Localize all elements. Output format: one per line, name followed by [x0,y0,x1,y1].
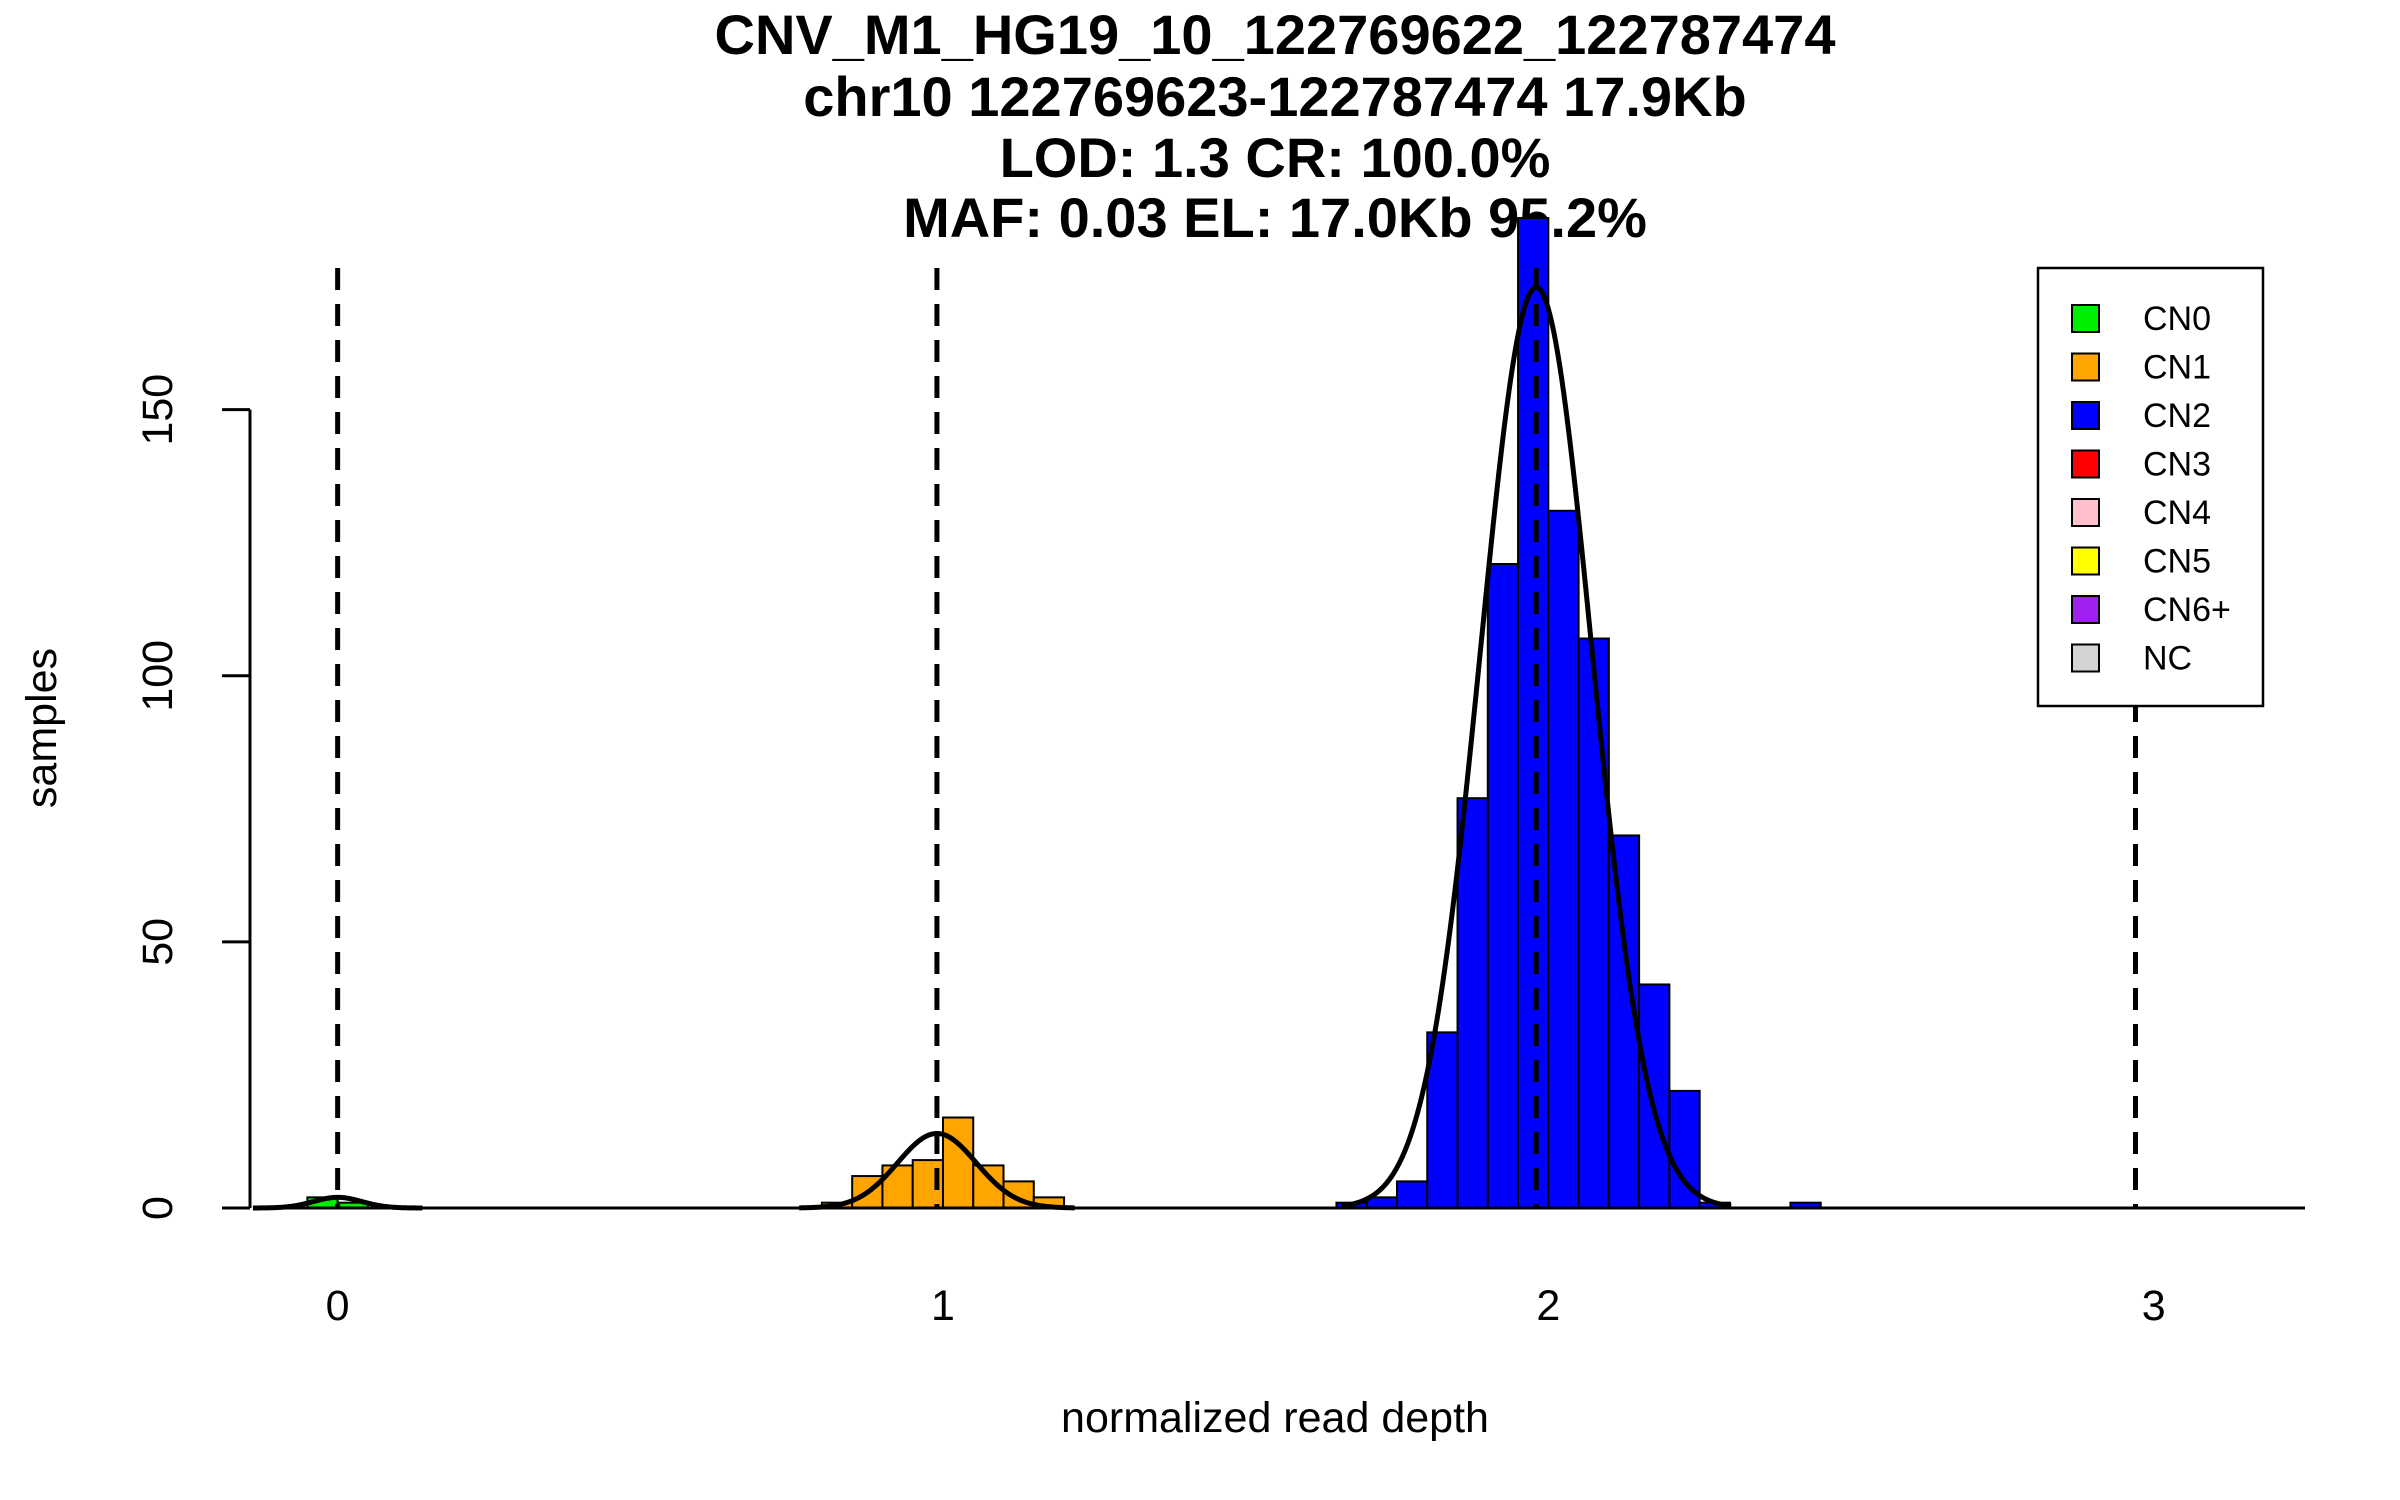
legend-box [2036,266,2265,708]
x-tick-label: 0 [326,1282,350,1330]
legend-label-cn2: CN2 [2143,397,2211,435]
histogram-bars [306,217,1822,1210]
legend-label-cn6plus: CN6+ [2143,591,2231,629]
x-axis-label: normalized read depth [1061,1394,1489,1442]
legend-label-cn3: CN3 [2143,446,2211,484]
y-axis-label: samples [18,648,66,808]
y-tick-label: 100 [134,640,182,712]
x-tick-label: 3 [2142,1282,2166,1330]
legend-swatch-cn4 [2071,498,2100,527]
bar-cn2-7 [1547,509,1580,1209]
y-axis-ticks: 0 50 100 150 [134,374,250,1220]
bar-cn2-9 [1607,834,1641,1209]
y-tick-label: 50 [134,918,182,966]
legend-label-nc: NC [2143,640,2192,678]
bar-cn2-5 [1486,563,1520,1209]
x-tick-label: 1 [931,1282,955,1330]
title-line-3: LOD: 1.3 CR: 100.0% [1000,126,1551,189]
legend-swatch-cn5 [2071,546,2100,576]
title-line-2: chr10 122769623-122787474 17.9Kb [803,65,1746,128]
chart-title: CNV_M1_HG19_10_122769622_122787474 chr10… [715,3,1836,249]
legend-swatch-cn0 [2071,304,2100,333]
x-tick-label: 2 [1536,1282,1560,1330]
legend-label-cn0: CN0 [2143,300,2211,338]
legend-swatch-cn2 [2071,401,2100,430]
legend-label-cn5: CN5 [2143,543,2211,581]
legend-swatch-cn1 [2071,352,2100,382]
x-axis-ticks: 0 1 2 3 [326,1282,2166,1330]
legend: CN0 CN1 CN2 CN3 CN4 CN5 CN6+ NC [2036,266,2265,708]
bar-cn2-4 [1456,797,1489,1209]
bar-cn1-4 [941,1116,975,1209]
fitted-curves [252,284,2305,1211]
y-tick-label: 150 [134,374,182,446]
bar-cn2-8 [1577,637,1610,1209]
bar-cn2-2 [1395,1180,1429,1210]
legend-swatch-cn3 [2071,449,2100,479]
legend-label-cn4: CN4 [2143,494,2211,532]
axes: 0 50 100 150 0 1 2 3 normalized read depth sam… [18,374,2166,1442]
reference-lines [335,268,2139,1208]
title-line-1: CNV_M1_HG19_10_122769622_122787474 [715,3,1836,66]
bar-cn2-6 [1517,217,1550,1210]
y-tick-label: 0 [134,1196,182,1220]
legend-swatch-nc [2071,643,2100,673]
bar-cn2-11 [1668,1089,1701,1210]
legend-label-cn1: CN1 [2143,349,2211,387]
legend-swatch-cn6plus [2071,595,2100,624]
bar-cn2-10 [1638,983,1671,1210]
fit-curve-cn0 [252,1194,423,1211]
